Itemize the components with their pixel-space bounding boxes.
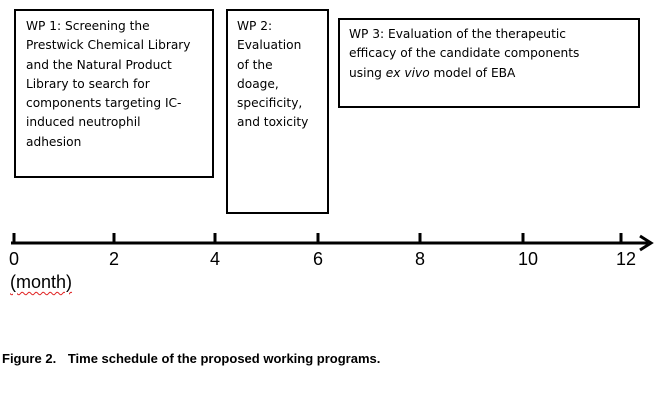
wp1-line: and the Natural Product — [26, 57, 172, 72]
tick-label: 8 — [415, 249, 426, 269]
wp3-box — [338, 18, 640, 108]
wp3-line3-italic: ex vivo — [385, 65, 430, 80]
wp2-line: doage, — [237, 76, 279, 91]
wp3-line3-pre: using — [349, 65, 386, 80]
timeline-axis — [11, 233, 654, 252]
tick-label: 0 — [9, 249, 20, 269]
axis-arrowhead — [639, 234, 654, 252]
tick-label: 2 — [109, 249, 120, 269]
wp1-line: components targeting IC- — [26, 96, 182, 111]
wp1-line: WP 1: Screening the — [26, 19, 150, 33]
wp2-line: WP 2: — [237, 19, 273, 33]
figure-caption: Figure 2. Time schedule of the proposed … — [2, 351, 380, 366]
wp1-line: induced neutrophil — [26, 115, 141, 130]
wp3-line3-post: model of EBA — [429, 65, 516, 80]
wp2-line: specificity, — [237, 96, 303, 111]
wp3-line: efficacy of the candidate components — [349, 46, 580, 61]
wp2-box — [226, 9, 329, 214]
wp1-text: WP 1: Screening the Prestwick Chemical L… — [26, 17, 191, 152]
tick-label: 4 — [210, 249, 221, 269]
wp1-box — [14, 9, 214, 178]
wp1-line: Prestwick Chemical Library — [26, 38, 191, 53]
wp2-line: and toxicity — [237, 115, 309, 130]
wp2-line: Evaluation — [237, 38, 302, 53]
unit-label: (month) — [10, 272, 73, 292]
tick-label: 6 — [313, 249, 324, 269]
wp2-text: WP 2: Evaluation of the doage, specifici… — [237, 17, 308, 133]
wp1-line: Library to search for — [26, 76, 150, 91]
caption-text: Time schedule of the proposed working pr… — [67, 351, 381, 366]
tick-label: 12 — [616, 249, 637, 269]
wp3-line: WP 3: Evaluation of the therapeutic — [349, 27, 566, 41]
wp3-text: WP 3: Evaluation of the therapeutic effi… — [349, 25, 579, 83]
tick-label: 10 — [518, 249, 539, 269]
wp2-line: of the — [237, 57, 273, 72]
wp1-line: adhesion — [26, 134, 82, 149]
wp3-line: using ex vivo model of EBA — [349, 64, 579, 83]
caption-label: Figure 2. — [2, 351, 57, 366]
